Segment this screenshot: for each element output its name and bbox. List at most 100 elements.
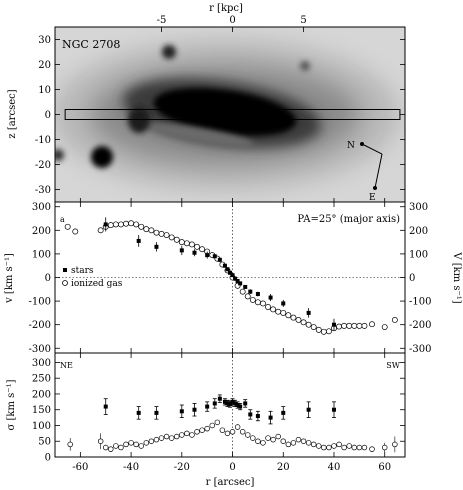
velocity-corner-label: a — [60, 215, 65, 224]
dispersion-ytick-label: 300 — [32, 358, 51, 369]
dispersion-ytick-label: 100 — [32, 421, 51, 432]
compass-arrows: N E — [347, 141, 383, 203]
dispersion-star-point — [136, 410, 141, 415]
star-left — [55, 149, 64, 161]
dispersion-gas-point — [275, 433, 281, 440]
dispersion-star-point — [306, 407, 311, 412]
legend-stars-label: stars — [71, 266, 94, 276]
velocity-star-point — [233, 276, 238, 281]
galaxy-dust-lane — [145, 123, 255, 147]
dispersion-gas-point — [67, 441, 73, 448]
dispersion-gas-point — [184, 430, 190, 437]
dispersion-gas-point — [260, 440, 266, 446]
image-ytick-label: 10 — [38, 85, 51, 96]
velocity-star-point — [281, 301, 286, 306]
velocity-gas-point — [194, 243, 200, 250]
velocity-gas-point — [153, 229, 160, 236]
dispersion-star-point — [243, 401, 248, 406]
velocity-star-point — [179, 248, 184, 253]
dispersion-star-point — [205, 404, 210, 409]
velocity-ylabel-right: V [km s⁻¹] — [451, 251, 462, 303]
dispersion-gas-point — [290, 440, 297, 446]
dispersion-xlabel: r [arcsec] — [206, 477, 255, 488]
dispersion-gas-point — [168, 435, 175, 441]
velocity-star-point — [225, 267, 230, 272]
velocity-gas-point — [158, 230, 165, 237]
dispersion-gas-point — [113, 443, 119, 449]
velocity-gas-point — [107, 222, 114, 229]
velocity-gas-point — [249, 296, 256, 303]
velocity-star-point — [217, 257, 222, 262]
velocity-stars-series — [103, 217, 336, 331]
velocity-gas-point — [270, 306, 277, 313]
velocity-star-point — [228, 270, 232, 275]
dispersion-star-point — [331, 407, 336, 412]
legend-gas-label: ionized gas — [71, 279, 123, 289]
velocity-gas-point — [183, 240, 190, 247]
velocity-gas-point — [189, 241, 195, 248]
dispersion-gas-point — [199, 427, 205, 433]
dispersion-gas-point — [148, 438, 155, 444]
velocity-gas-point — [356, 322, 363, 329]
velocity-gas-point — [325, 328, 332, 335]
dispersion-xtick-label: 40 — [328, 462, 341, 473]
dispersion-gas-point — [118, 444, 124, 451]
dispersion-gas-point — [316, 443, 322, 449]
image-ytick-label: 30 — [38, 35, 51, 46]
velocity-gas-point — [143, 226, 150, 233]
velocity-gas-point — [168, 234, 175, 241]
dispersion-gas-point — [224, 430, 231, 437]
top-axis-tick-label: -5 — [157, 15, 167, 26]
velocity-ytick-label: 300 — [32, 202, 51, 213]
dispersion-star-point — [225, 401, 230, 406]
velocity-panel: 300 200 100 0 -100 -200 -300 300 200 100 0 -100 -200… — [4, 201, 462, 355]
dispersion-gas-point — [229, 429, 236, 435]
dispersion-gas-point — [280, 438, 287, 444]
dispersion-gas-point — [153, 436, 160, 443]
velocity-panel-label: PA=25° (major axis) — [297, 214, 400, 225]
top-axis-tick-label: 0 — [229, 15, 235, 26]
velocity-gas-point — [361, 322, 368, 329]
object-label: NGC 2708 — [62, 38, 120, 51]
velocity-gas-point — [64, 223, 71, 230]
star-top — [162, 45, 176, 59]
velocity-ylabel: v [km s⁻¹] — [4, 253, 15, 304]
dispersion-left-label: NE — [60, 361, 73, 370]
dispersion-xtick-label: 0 — [229, 462, 235, 473]
dispersion-gas-point — [194, 429, 200, 435]
dispersion-star-point — [103, 404, 108, 409]
dispersion-xtick-label: 20 — [277, 462, 290, 473]
dispersion-frame — [54, 352, 406, 458]
velocity-gas-point — [315, 326, 322, 333]
star-right — [300, 61, 310, 71]
dispersion-gas-point — [346, 443, 352, 449]
velocity-ytick-right-label: 0 — [409, 273, 415, 284]
velocity-star-point — [154, 244, 159, 249]
dispersion-xtick-label: -40 — [123, 462, 139, 473]
velocity-star-point — [238, 281, 243, 286]
top-axis-label: r [kpc] — [209, 3, 243, 14]
dispersion-star-point — [235, 403, 240, 407]
dispersion-gas-point — [305, 440, 312, 446]
velocity-gas-point — [148, 227, 155, 234]
velocity-gas-point — [254, 299, 261, 306]
velocity-gas-point — [295, 317, 302, 323]
velocity-ytick-label: 0 — [45, 273, 51, 284]
east-label: E — [369, 193, 376, 203]
image-panel: NGC 2708 N E 30 20 10 0 -10 -20 -30 -5 0 5 z [arc… — [7, 3, 406, 203]
dispersion-gas-point — [295, 436, 302, 443]
velocity-star-point — [306, 310, 311, 315]
dispersion-ytick-label: 50 — [38, 437, 51, 448]
dispersion-panel: 300 250 200 150 100 50 0 -60 -40 -20 0 20 40 60 NE SW… — [6, 352, 406, 488]
dispersion-xtick-label: -20 — [174, 462, 190, 473]
dispersion-gas-point — [209, 422, 215, 429]
velocity-gas-point — [97, 227, 104, 234]
dispersion-star-point — [238, 404, 243, 409]
velocity-gas-point — [178, 239, 185, 246]
dispersion-gas-point — [234, 424, 241, 430]
dispersion-star-point — [268, 415, 273, 420]
dispersion-gas-series — [67, 419, 398, 453]
dispersion-gas-point — [239, 429, 246, 435]
dispersion-gas-point — [123, 441, 129, 448]
